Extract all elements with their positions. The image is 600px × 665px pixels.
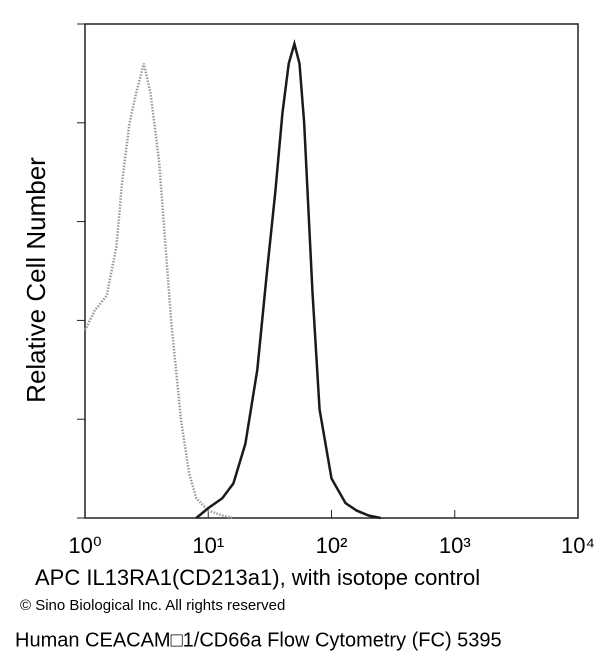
copyright: © Sino Biological Inc. All rights reserv… [20, 597, 285, 614]
x-tick-label: 10¹ [192, 533, 224, 558]
x-tick-label: 10² [316, 533, 348, 558]
y-axis-label: Relative Cell Number [21, 157, 51, 403]
x-tick-label: 10⁴ [561, 533, 595, 558]
x-tick-label: 10⁰ [68, 533, 101, 558]
caption: Human CEACAM□1/CD66a Flow Cytometry (FC)… [15, 629, 502, 651]
histogram-line [83, 63, 234, 520]
plot-frame [84, 23, 579, 519]
histogram-line [195, 38, 381, 520]
x-axis-label: APC IL13RA1(CD213a1), with isotope contr… [35, 565, 480, 590]
x-tick-label: 10³ [439, 533, 471, 558]
